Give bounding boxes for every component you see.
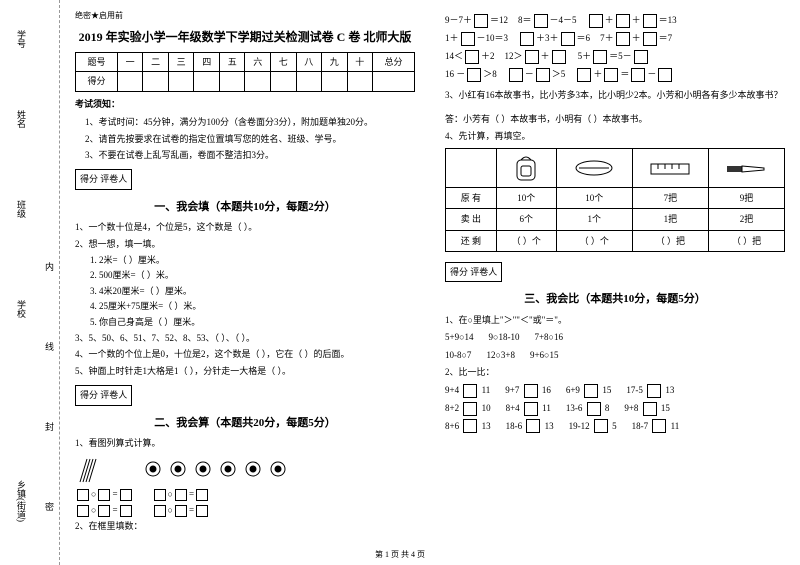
backpack-icon <box>496 148 556 187</box>
sub: 5. 你自己身高是（ ）厘米。 <box>90 315 415 329</box>
notice: 2、请首先按要求在试卷的指定位置填写您的姓名、班级、学号。 <box>85 132 415 146</box>
comp-row: 8+6 1318-6 1319-12 518-7 11 <box>445 419 785 434</box>
sub: 4. 25厘米+75厘米=（ ）米。 <box>90 299 415 313</box>
eq-row: 1＋－10＝3 ＋3＋＝6 7＋＋＝7 <box>445 31 785 46</box>
question: 3、5、50、6、51、7、52、8、53、（ ）、（ ）。 <box>75 331 415 345</box>
question: 3、小红有16本故事书，比小芳多3本，比小明少2本。小芳和小明各有多少本故事书？ <box>445 88 785 102</box>
comp-row: 10-8○7 12○3+8 9+6○15 <box>445 348 785 362</box>
binding-lbl: 学号 <box>15 30 28 48</box>
th: 题号 <box>76 52 118 71</box>
binding-lbl: 班级 <box>15 200 28 218</box>
eq-row: 14＜＋2 12＞＋ 5＋＝5－ <box>445 49 785 64</box>
question: 2、在框里填数： <box>75 519 415 533</box>
td: 得分 <box>76 72 118 91</box>
binding-lbl: 乡镇(街道) <box>15 480 28 522</box>
mark: 密 <box>45 500 54 513</box>
section-title: 一、我会填（本题共10分，每题2分） <box>75 199 415 217</box>
question: 1、一个数十位是4，个位是5，这个数是（ ）。 <box>75 220 415 234</box>
score-box: 得分 评卷人 <box>445 262 502 282</box>
td: 原 有 <box>446 187 497 208</box>
question: 5、钟面上时针走1大格是1（ ），分针走一大格是（ ）。 <box>75 364 415 378</box>
mark: 内 <box>45 260 54 273</box>
td: 2把 <box>708 209 784 230</box>
td: （ ）把 <box>708 230 784 251</box>
score-box: 得分 评卷人 <box>75 169 132 189</box>
question: 1、在○里填上"＞""＜"或"＝"。 <box>445 313 785 327</box>
section-title: 二、我会算（本题共20分，每题5分） <box>75 415 415 433</box>
mark: 封 <box>45 420 54 433</box>
td: 10个 <box>556 187 632 208</box>
td: 1个 <box>556 209 632 230</box>
th: 五 <box>219 52 245 71</box>
td: 卖 出 <box>446 209 497 230</box>
section-title: 三、我会比（本题共10分，每题5分） <box>445 291 785 309</box>
th: 二 <box>143 52 169 71</box>
eq-blank: ○= ○= <box>75 487 415 501</box>
binding-lbl: 学校 <box>15 300 28 318</box>
th: 九 <box>322 52 348 71</box>
eq-row: 9－7＋＝12 8＝－4－5 ＋＋＝13 <box>445 13 785 28</box>
knife-icon <box>708 148 784 187</box>
pen-figure <box>75 454 415 484</box>
comp-row: 5+9○14 9○18-10 7+8○16 <box>445 330 785 344</box>
question: 4、先计算，再填空。 <box>445 129 785 143</box>
td: （ ）把 <box>632 230 708 251</box>
th: 四 <box>194 52 220 71</box>
th: 八 <box>296 52 322 71</box>
th: 一 <box>117 52 143 71</box>
th: 十 <box>347 52 373 71</box>
sub: 1. 2米=（ ）厘米。 <box>90 253 415 267</box>
th: 总分 <box>373 52 415 71</box>
binding-margin: 学号 姓名 班级 学校 乡镇(街道) 内 线 封 密 <box>0 0 60 565</box>
question: 1、看图列算式计算。 <box>75 436 415 450</box>
page-footer: 第 1 页 共 4 页 <box>0 549 800 560</box>
td: （ ）个 <box>496 230 556 251</box>
exam-title: 2019 年实验小学一年级数学下学期过关检测试卷 C 卷 北师大版 <box>75 28 415 47</box>
td: 6个 <box>496 209 556 230</box>
sub: 3. 4米20厘米=（ ）厘米。 <box>90 284 415 298</box>
mark: 线 <box>45 340 54 353</box>
question: 2、比一比： <box>445 365 785 379</box>
comp-row: 9+4 119+7 166+9 1517-5 13 <box>445 383 785 398</box>
binding-lbl: 姓名 <box>15 110 28 128</box>
notice: 3、不要在试卷上乱写乱画，卷面不整洁扣3分。 <box>85 148 415 162</box>
pencilcase-icon <box>556 148 632 187</box>
td: 10个 <box>496 187 556 208</box>
eq-blank: ○= ○= <box>75 503 415 517</box>
notice: 1、考试时间：45分钟，满分为100分（含卷面分3分），附加题单独20分。 <box>85 115 415 129</box>
answer-line: 答：小芳有（ ）本故事书，小明有（ ）本故事书。 <box>445 112 785 126</box>
td: （ ）个 <box>556 230 632 251</box>
score-box: 得分 评卷人 <box>75 385 132 405</box>
question: 2、想一想，填一填。 <box>75 237 415 251</box>
notice-title: 考试须知： <box>75 97 415 111</box>
th: 三 <box>168 52 194 71</box>
th: 七 <box>270 52 296 71</box>
goods-table: 原 有 10个 10个 7把 9把 卖 出 6个 1个 1把 2把 还 剩 （ … <box>445 148 785 252</box>
right-column: 9－7＋＝12 8＝－4－5 ＋＋＝13 1＋－10＝3 ＋3＋＝6 7＋＋＝7… <box>430 0 800 565</box>
question: 4、一个数的个位上是0，十位是2，这个数是（ ），它在（ ）的后面。 <box>75 347 415 361</box>
secret-mark: 绝密★启用前 <box>75 10 415 23</box>
comp-row: 8+2 108+4 1113-6 89+8 15 <box>445 401 785 416</box>
score-table: 题号 一 二 三 四 五 六 七 八 九 十 总分 得分 <box>75 52 415 92</box>
ruler-icon <box>632 148 708 187</box>
eq-row: 16 －＞8 －＞5 ＋＝－ <box>445 67 785 82</box>
left-column: 绝密★启用前 2019 年实验小学一年级数学下学期过关检测试卷 C 卷 北师大版… <box>60 0 430 565</box>
td: 1把 <box>632 209 708 230</box>
td: 7把 <box>632 187 708 208</box>
td: 还 剩 <box>446 230 497 251</box>
sub: 2. 500厘米=（ ）米。 <box>90 268 415 282</box>
th: 六 <box>245 52 271 71</box>
td: 9把 <box>708 187 784 208</box>
